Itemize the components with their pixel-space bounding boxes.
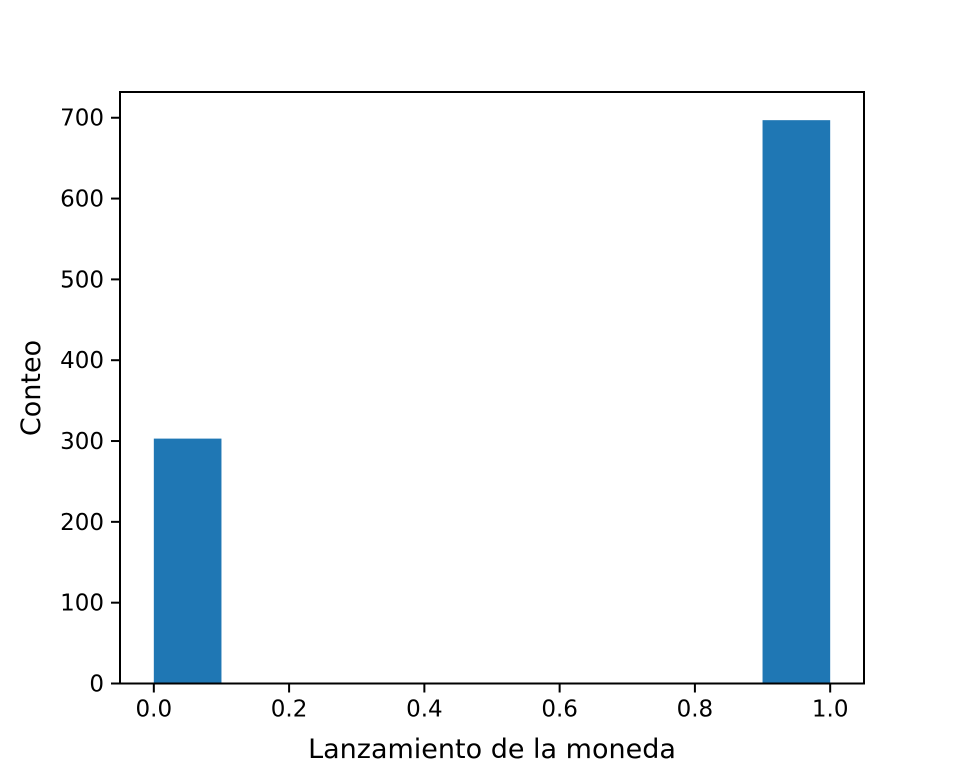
plot-border xyxy=(119,91,865,685)
x-tick-label: 0.0 xyxy=(136,697,173,723)
x-tick-label: 0.2 xyxy=(271,697,308,723)
y-tick-label: 500 xyxy=(60,267,104,293)
y-tick-label: 700 xyxy=(60,106,104,132)
y-axis-label: Conteo xyxy=(16,340,47,436)
y-tick-label: 200 xyxy=(60,510,104,536)
histogram-bar xyxy=(153,438,222,684)
bars-layer xyxy=(153,120,831,684)
axes-layer: 0.0 0.2 0.4 0.6 0.8 1.0 0 100 200 300 400 500 600 700 xyxy=(60,91,865,723)
y-tick-label: 300 xyxy=(60,429,104,455)
y-tick-label: 400 xyxy=(60,348,104,374)
y-tick-label: 0 xyxy=(89,672,104,698)
x-tick-label: 0.8 xyxy=(677,697,714,723)
x-tick-label: 1.0 xyxy=(812,697,849,723)
histogram-bar xyxy=(762,120,831,684)
y-tick-label: 100 xyxy=(60,591,104,617)
x-tick-label: 0.4 xyxy=(406,697,443,723)
x-axis-label: Lanzamiento de la moneda xyxy=(308,734,676,765)
y-tick-label: 600 xyxy=(60,187,104,213)
x-tick-label: 0.6 xyxy=(541,697,578,723)
